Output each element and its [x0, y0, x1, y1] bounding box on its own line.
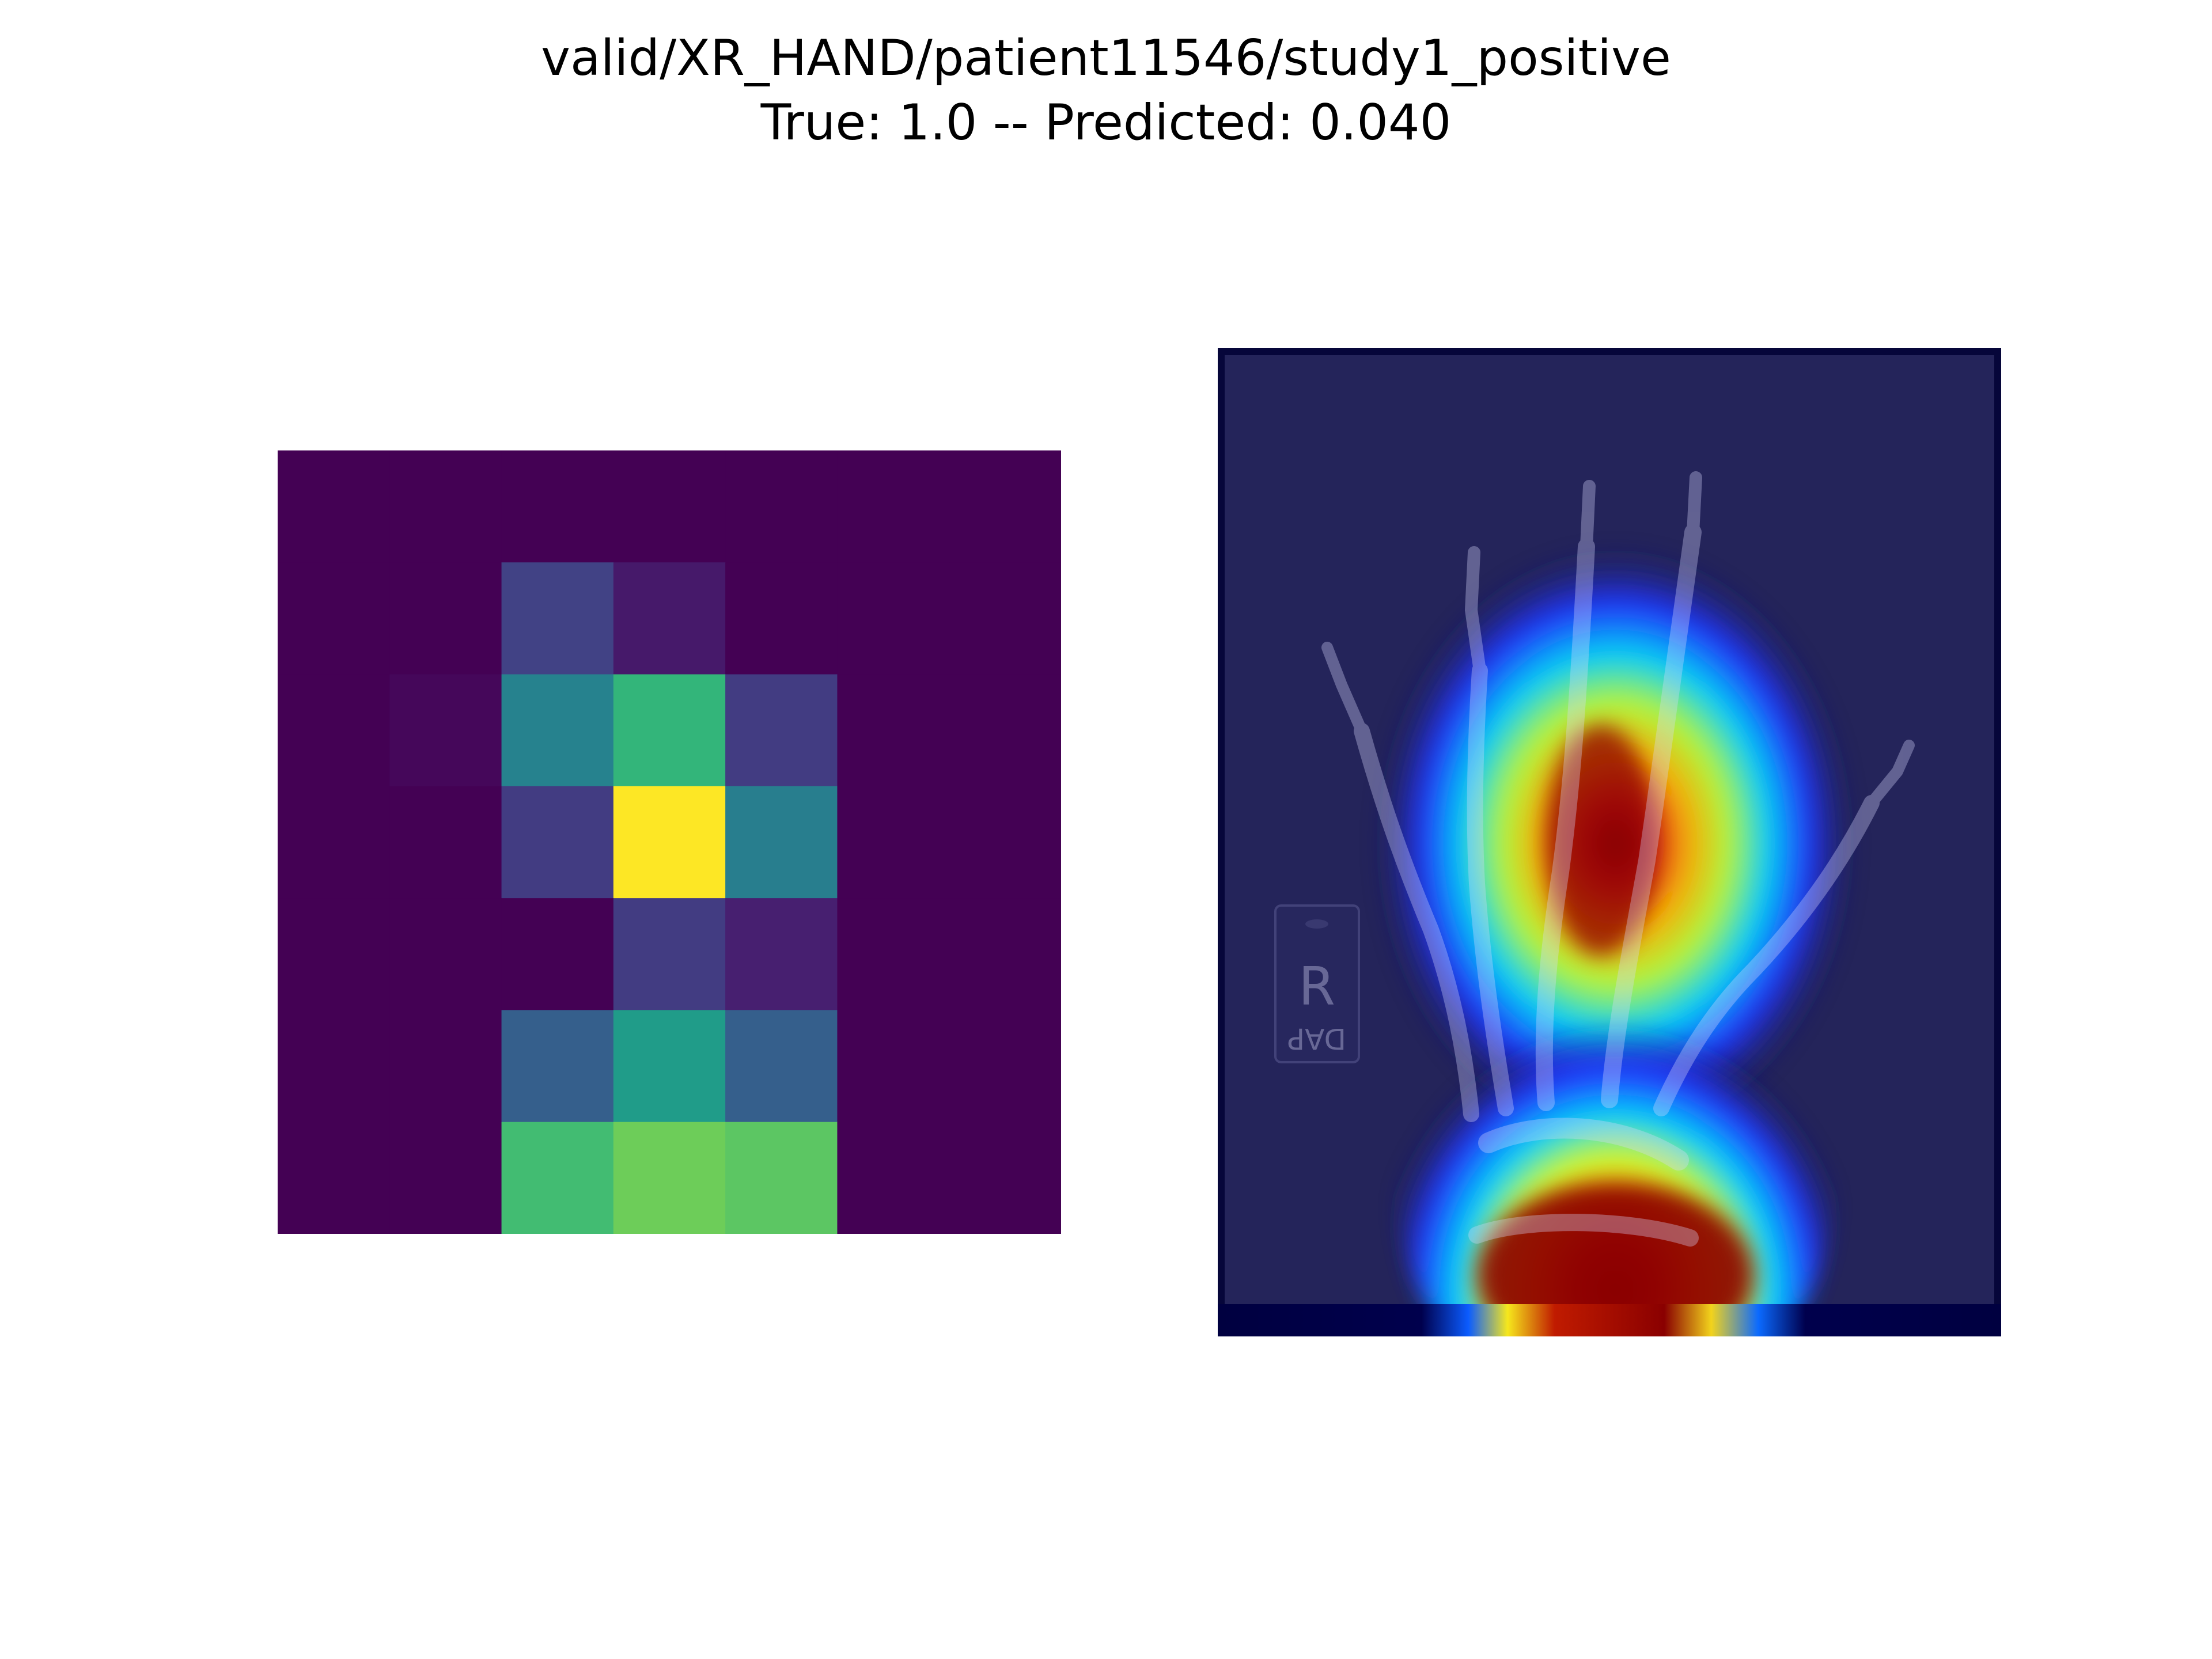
heatmap-cell-r4-c5 — [837, 898, 950, 1011]
heatmap-cell-r6-c3 — [613, 1122, 726, 1234]
heatmap-cell-r3-c5 — [837, 786, 950, 899]
heatmap-cell-r6-c0 — [278, 1122, 390, 1234]
heatmap-cell-r5-c6 — [949, 1010, 1061, 1123]
heatmap-cell-r6-c4 — [725, 1122, 838, 1234]
heatmap-cell-r5-c2 — [501, 1010, 614, 1123]
overlay-bottom-band — [1218, 1304, 2001, 1336]
heatmap-cell-r2-c5 — [837, 674, 950, 787]
heatmap-cell-r5-c3 — [613, 1010, 726, 1123]
heatmap-cell-r2-c1 — [389, 674, 502, 787]
heatmap-cell-r3-c2 — [501, 786, 614, 899]
heatmap-cell-r1-c1 — [389, 562, 502, 675]
figure-title: valid/XR_HAND/patient11546/study1_positi… — [0, 26, 2212, 155]
heatmap-cell-r1-c2 — [501, 562, 614, 675]
title-line-2: True: 1.0 -- Predicted: 0.040 — [760, 94, 1452, 151]
heatmap-cell-r3-c4 — [725, 786, 838, 899]
heatmap-cell-r0-c0 — [278, 450, 390, 563]
heatmap-cell-r0-c2 — [501, 450, 614, 563]
heatmap-cell-r5-c0 — [278, 1010, 390, 1123]
cam-bottom-hotspot — [1396, 941, 1834, 1336]
heatmap-cell-r0-c3 — [613, 450, 726, 563]
heatmap-cell-r0-c6 — [949, 450, 1061, 563]
xray-marker: R DAP — [1274, 904, 1360, 1063]
heatmap-cell-r6-c1 — [389, 1122, 502, 1234]
heatmap-cell-r5-c4 — [725, 1010, 838, 1123]
marker-dap-text: DAP — [1287, 1022, 1346, 1055]
heatmap-cell-r0-c1 — [389, 450, 502, 563]
heatmap-cell-r2-c6 — [949, 674, 1061, 787]
xray-overlay-image: R DAP — [1218, 348, 2001, 1336]
heatmap-cell-r3-c0 — [278, 786, 390, 899]
heatmap-cell-r2-c2 — [501, 674, 614, 787]
heatmap-cell-r6-c5 — [837, 1122, 950, 1234]
marker-r-text: R — [1298, 956, 1335, 1017]
heatmap-cell-r3-c3 — [613, 786, 726, 899]
heatmap-cell-r1-c0 — [278, 562, 390, 675]
heatmap-cell-r1-c6 — [949, 562, 1061, 675]
hand-bones — [1321, 471, 1915, 1247]
heatmap-cell-r3-c1 — [389, 786, 502, 899]
activation-heatmap — [278, 450, 1061, 1234]
heatmap-cell-r0-c5 — [837, 450, 950, 563]
heatmap-cell-r2-c3 — [613, 674, 726, 787]
heatmap-cell-r6-c2 — [501, 1122, 614, 1234]
heatmap-cell-r2-c0 — [278, 674, 390, 787]
heatmap-cell-r0-c4 — [725, 450, 838, 563]
heatmap-svg — [278, 450, 1061, 1234]
heatmap-cell-r6-c6 — [949, 1122, 1061, 1234]
heatmap-cell-r5-c1 — [389, 1010, 502, 1123]
title-line-1: valid/XR_HAND/patient11546/study1_positi… — [541, 29, 1671, 87]
heatmap-cell-r1-c3 — [613, 562, 726, 675]
heatmap-cell-r4-c4 — [725, 898, 838, 1011]
heatmap-cell-r5-c5 — [837, 1010, 950, 1123]
heatmap-cell-r4-c6 — [949, 898, 1061, 1011]
heatmap-cell-r4-c3 — [613, 898, 726, 1011]
heatmap-cell-r2-c4 — [725, 674, 838, 787]
heatmap-cell-r4-c1 — [389, 898, 502, 1011]
heatmap-cell-r1-c4 — [725, 562, 838, 675]
heatmap-cell-r4-c0 — [278, 898, 390, 1011]
heatmap-cell-r4-c2 — [501, 898, 614, 1011]
overlay-svg: R DAP — [1218, 348, 2001, 1336]
heatmap-cell-r3-c6 — [949, 786, 1061, 899]
heatmap-cell-r1-c5 — [837, 562, 950, 675]
